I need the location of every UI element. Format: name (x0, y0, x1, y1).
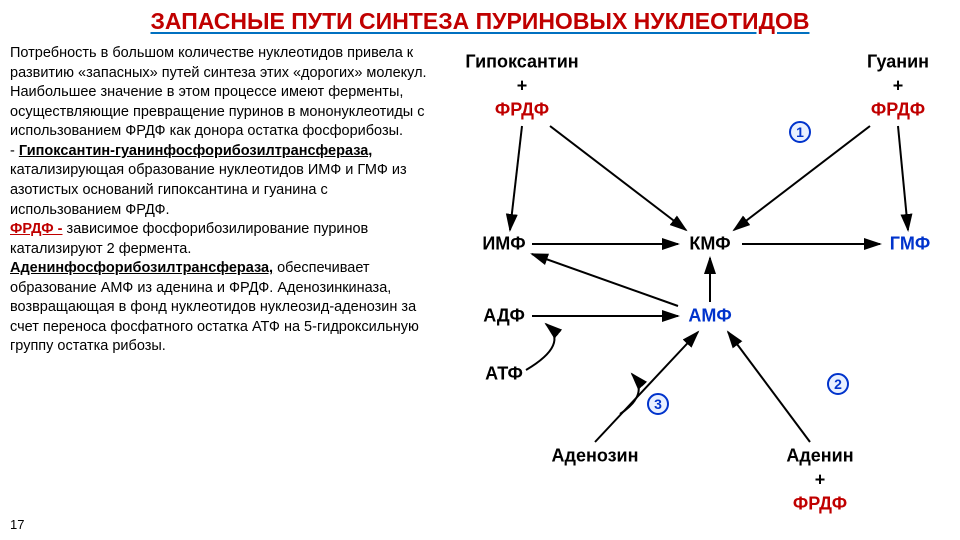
para-1: Потребность в большом количестве нуклеот… (10, 45, 427, 139)
circle-3: 3 (647, 393, 669, 415)
node-kmf: КМФ (689, 234, 730, 255)
body-paragraph: Потребность в большом количестве нуклеот… (10, 44, 440, 357)
plus-1: + (517, 76, 528, 97)
node-hypoxanthin: Гипоксантин (465, 52, 578, 73)
enz1-post: катализирующая образование нуклеотидов И… (10, 162, 407, 217)
enz1-pre: - (10, 143, 19, 159)
pathway-diagram: Гипоксантин + ФРДФ Гуанин + ФРДФ ИМФ КМФ… (440, 44, 960, 514)
enzyme-1: Гипоксантин-гуанинфосфорибозилтрансфераз… (19, 143, 372, 159)
node-guanin: Гуанин (867, 52, 929, 73)
plus-2: + (893, 76, 904, 97)
node-frdf-3: ФРДФ (793, 494, 847, 515)
node-adf: АДФ (483, 306, 525, 327)
circle-2: 2 (827, 373, 849, 395)
node-gmf: ГМФ (890, 234, 931, 255)
node-frdf-1: ФРДФ (495, 100, 549, 121)
frdf-post: зависимое фосфорибозилирование пуринов к… (10, 221, 368, 257)
node-adenozin: Аденозин (552, 446, 639, 467)
page-number: 17 (10, 517, 24, 532)
node-imf: ИМФ (482, 234, 525, 255)
plus-3: + (815, 470, 826, 491)
page-title: ЗАПАСНЫЕ ПУТИ СИНТЕЗА ПУРИНОВЫХ НУКЛЕОТИ… (0, 0, 960, 35)
frdf-label: ФРДФ - (10, 221, 63, 237)
circle-1: 1 (789, 121, 811, 143)
node-frdf-2: ФРДФ (871, 100, 925, 121)
node-adenin: Аденин (786, 446, 853, 467)
enzyme-2: Аденинфосфорибозилтрансфераза, (10, 260, 273, 276)
node-atf: АТФ (485, 364, 523, 385)
node-amf: АМФ (688, 306, 731, 327)
